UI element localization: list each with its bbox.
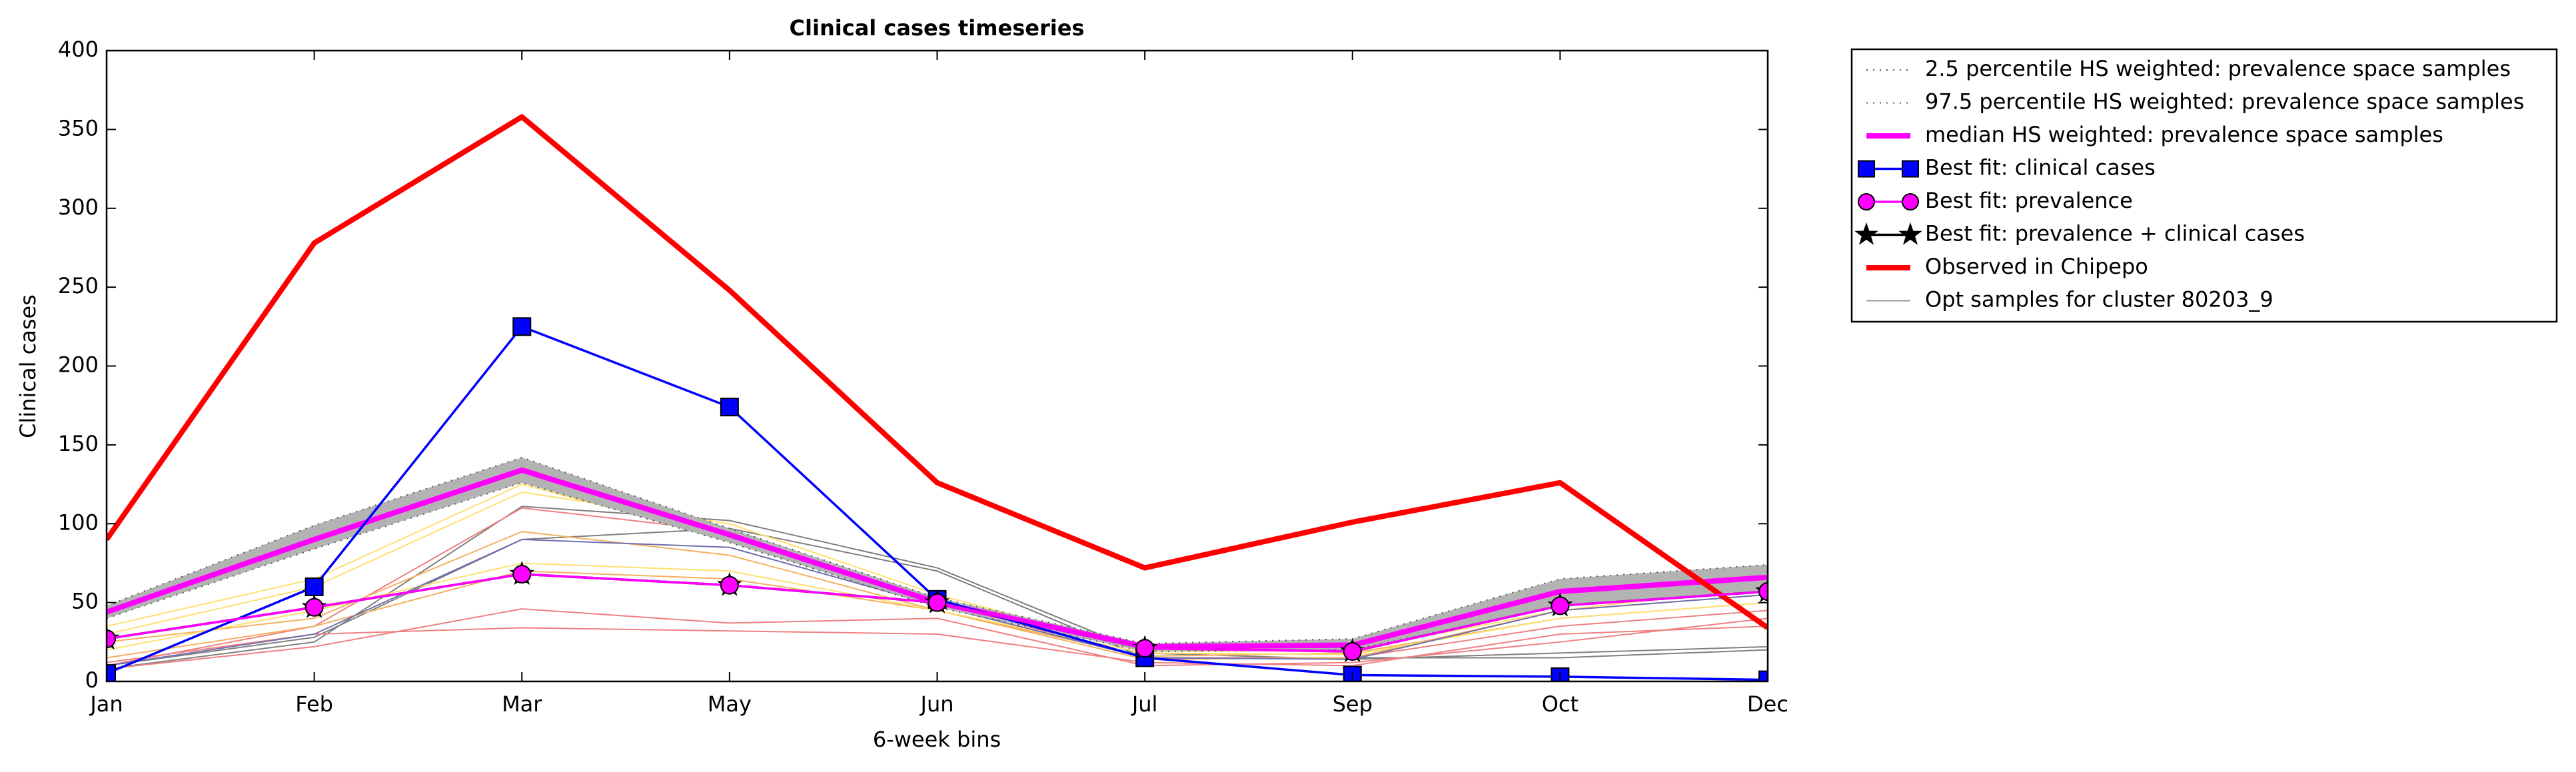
data-point — [720, 398, 739, 417]
y-tick-label: 400 — [58, 37, 99, 62]
legend-label: Opt samples for cluster 80203_9 — [1925, 287, 2273, 312]
data-point — [1758, 582, 1768, 601]
legend-marker — [1902, 193, 1919, 210]
series-line — [107, 114, 1768, 630]
series-line — [107, 325, 1768, 681]
legend-marker — [1902, 160, 1919, 178]
data-point — [1135, 639, 1155, 658]
x-tick-label: Sep — [1333, 691, 1373, 717]
legend-label: median HS weighted: prevalence space sam… — [1925, 122, 2443, 147]
legend-marker — [1858, 193, 1875, 210]
y-tick-label: 250 — [58, 273, 99, 298]
sample-line — [107, 528, 1768, 667]
y-tick-label: 350 — [58, 115, 99, 141]
y-tick-label: 100 — [58, 510, 99, 535]
legend-label: 97.5 percentile HS weighted: prevalence … — [1925, 89, 2524, 115]
y-tick-label: 150 — [58, 431, 99, 456]
x-tick-label: Dec — [1747, 691, 1788, 717]
y-tick-label: 0 — [85, 667, 99, 693]
sample-line — [107, 608, 1768, 670]
legend-label: Observed in Chipepo — [1925, 254, 2148, 279]
percentile-band — [107, 457, 1768, 652]
legend: 2.5 percentile HS weighted: prevalence s… — [1850, 48, 2558, 323]
plot-area — [107, 114, 1768, 681]
data-point — [1758, 670, 1768, 681]
plot-frame — [105, 49, 1769, 683]
data-point — [305, 577, 324, 596]
x-tick-label: Oct — [1542, 691, 1579, 717]
x-tick-label: Mar — [502, 691, 542, 717]
x-tick-label: May — [708, 691, 752, 717]
x-axis-label: 6-week bins — [873, 727, 1001, 752]
y-tick-label: 50 — [71, 589, 99, 614]
legend-marker — [1898, 222, 1922, 245]
y-tick-label: 300 — [58, 194, 99, 220]
x-tick-label: Jul — [1131, 691, 1158, 717]
legend-label: Best fit: clinical cases — [1925, 155, 2156, 181]
legend-label: Best fit: prevalence + clinical cases — [1925, 221, 2305, 246]
x-tick-label: Jun — [920, 691, 954, 717]
data-point — [720, 576, 739, 595]
data-point — [1551, 596, 1570, 615]
data-point — [512, 317, 532, 336]
x-tick-label: Jan — [89, 691, 123, 717]
legend-label: Best fit: prevalence — [1925, 188, 2133, 213]
sample-line — [107, 625, 1768, 667]
data-point — [107, 664, 116, 681]
legend-frame — [1850, 48, 2558, 323]
data-point — [512, 565, 532, 584]
legend-marker — [1858, 160, 1875, 178]
chart-title: Clinical cases timeseries — [790, 15, 1085, 41]
x-tick-label: Feb — [295, 691, 333, 717]
legend-marker — [1854, 222, 1878, 245]
data-point — [107, 629, 116, 649]
data-point — [928, 593, 947, 612]
y-axis-label: Clinical cases — [15, 294, 41, 438]
data-point — [1343, 642, 1362, 661]
y-tick-label: 200 — [58, 352, 99, 378]
data-point — [305, 597, 324, 617]
legend-label: 2.5 percentile HS weighted: prevalence s… — [1925, 56, 2511, 81]
